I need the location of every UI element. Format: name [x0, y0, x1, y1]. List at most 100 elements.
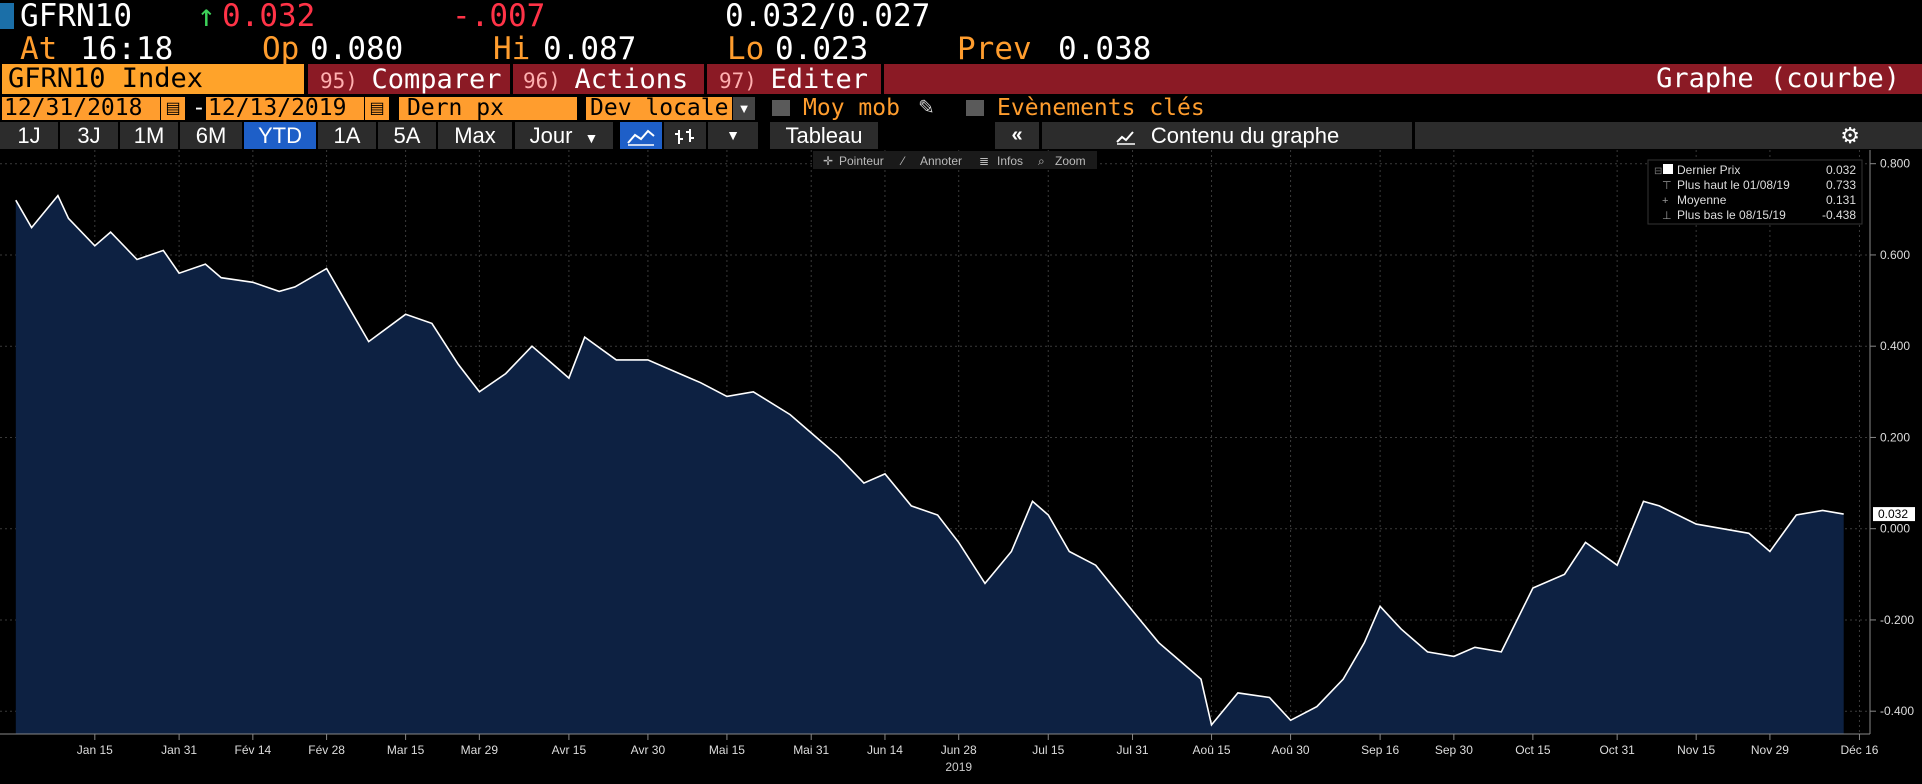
table-button[interactable]: Tableau: [770, 122, 878, 149]
legend-value: -0.438: [1822, 208, 1856, 222]
collapse-icon[interactable]: «: [995, 122, 1039, 149]
high-label: Hi: [493, 31, 531, 67]
average-marker-icon: +: [1662, 195, 1668, 207]
moving-average-checkbox[interactable]: [772, 100, 790, 116]
low-value: 0.023: [775, 31, 869, 67]
legend-value: 0.131: [1826, 193, 1856, 207]
range-max-button[interactable]: Max: [438, 122, 512, 149]
date-separator: -: [192, 95, 206, 121]
x-tick-label: Mai 15: [709, 743, 745, 757]
actions-num: 96): [523, 69, 561, 93]
annotate-tool-icon[interactable]: ⁄: [899, 154, 906, 168]
x-tick-label: Avr 30: [631, 743, 666, 757]
prev-label: Prev: [957, 31, 1032, 67]
period-select[interactable]: Jour ▼: [515, 122, 613, 149]
edit-label: Editer: [770, 64, 868, 95]
x-axis: Jan 15 Jan 31 Fév 14 Fév 28 Mar 15 Mar 29 Avr …: [0, 733, 1879, 757]
zoom-tool[interactable]: Zoom: [1055, 154, 1086, 168]
chart-content-button[interactable]: Contenu du graphe: [1042, 122, 1412, 149]
period-label: Jour: [529, 123, 573, 148]
x-tick-label: Avr 15: [552, 743, 587, 757]
legend-label: Plus haut le 01/08/19: [1677, 178, 1790, 192]
end-date-field[interactable]: 12/13/2019: [206, 97, 364, 120]
compare-num: 95): [320, 69, 358, 93]
chart-legend: ⊟ Dernier Prix 0.032 ⊤ Plus haut le 01/0…: [1647, 159, 1863, 225]
actions-label: Actions: [574, 64, 689, 95]
chevron-down-icon[interactable]: ▼: [708, 122, 758, 149]
range-1a-button[interactable]: 1A: [318, 122, 376, 149]
line-chart-icon[interactable]: [620, 122, 662, 149]
open-label: Op: [262, 31, 300, 67]
chart-content-label: Contenu du graphe: [1150, 123, 1340, 148]
range-1j-button[interactable]: 1J: [0, 122, 58, 149]
x-tick-label: Jun 28: [941, 743, 977, 757]
price-line: [15, 194, 1844, 727]
compare-button[interactable]: 95) Comparer: [308, 64, 510, 95]
ticker-symbol: GFRN10: [20, 0, 132, 34]
price-chart[interactable]: 0.800 0.600 0.400 0.200 0.000 -0.200 -0.400 Ja…: [0, 150, 1922, 784]
range-6m-button[interactable]: 6M: [180, 122, 242, 149]
last-price: 0.032: [222, 0, 316, 34]
x-tick-label: Nov 15: [1677, 743, 1715, 757]
year-label: 2019: [945, 760, 972, 774]
annotate-tool[interactable]: Annoter: [920, 154, 962, 168]
info-tool[interactable]: Infos: [997, 154, 1023, 168]
range-3j-button[interactable]: 3J: [60, 122, 118, 149]
low-label: Lo: [727, 31, 765, 67]
compare-label: Comparer: [371, 64, 502, 95]
time-value: 16:18: [80, 31, 174, 67]
pointer-tool-icon[interactable]: ✛: [823, 154, 833, 168]
legend-value: 0.733: [1826, 178, 1856, 192]
x-tick-label: Jan 31: [161, 743, 197, 757]
chart-tools: ✛ Pointeur ⁄ Annoter ≣ Infos ⌕ Zoom: [813, 151, 1097, 169]
chart-content-icon: [1116, 131, 1135, 145]
chevron-down-icon[interactable]: ▼: [733, 97, 755, 120]
y-tick-label: 0.800: [1880, 157, 1910, 171]
x-tick-label: Jul 31: [1117, 743, 1149, 757]
zoom-tool-icon[interactable]: ⌕: [1038, 154, 1045, 168]
y-tick-label: -0.400: [1880, 704, 1914, 718]
legend-label: Plus bas le 08/15/19: [1677, 208, 1786, 222]
x-tick-label: Fév 14: [235, 743, 272, 757]
actions-button[interactable]: 96) Actions ▼: [513, 64, 722, 95]
pencil-icon[interactable]: ✎: [918, 97, 935, 119]
x-tick-label: Aoû 30: [1272, 743, 1310, 757]
legend-label: Dernier Prix: [1677, 163, 1740, 177]
x-tick-label: Aoû 15: [1193, 743, 1231, 757]
legend-toggle-icon[interactable]: ⊟: [1654, 166, 1662, 177]
legend-swatch: [1663, 164, 1673, 174]
pointer-tool[interactable]: Pointeur: [839, 154, 884, 168]
range-1m-button[interactable]: 1M: [120, 122, 178, 149]
edit-num: 97): [719, 69, 757, 93]
x-tick-label: Oct 31: [1599, 743, 1635, 757]
x-tick-label: Mar 29: [461, 743, 499, 757]
calendar-icon[interactable]: ▤: [161, 97, 185, 120]
y-axis: 0.800 0.600 0.400 0.200 0.000 -0.200 -0.400: [1869, 150, 1914, 734]
price-area: [15, 195, 1844, 735]
gear-icon[interactable]: ⚙: [1840, 123, 1860, 148]
key-events-checkbox[interactable]: [966, 100, 984, 116]
open-value: 0.080: [310, 31, 404, 67]
x-tick-label: Sep 30: [1435, 743, 1473, 757]
high-value: 0.087: [543, 31, 637, 67]
y-tick-label: 0.600: [1880, 248, 1910, 262]
range-ytd-button[interactable]: YTD: [244, 122, 316, 149]
x-tick-label: Jan 15: [77, 743, 113, 757]
currency-select[interactable]: Dev locale: [586, 97, 732, 120]
last-value-tag: 0.032: [1873, 507, 1915, 522]
moving-average-label: Moy mob: [803, 95, 900, 121]
x-tick-label: Sep 16: [1361, 743, 1399, 757]
last-value-label: 0.032: [1878, 507, 1908, 521]
prev-value: 0.038: [1058, 31, 1152, 67]
start-date-field[interactable]: 12/31/2018: [2, 97, 160, 120]
chart-type-button[interactable]: Graphe (courbe): [884, 64, 1922, 94]
info-tool-icon[interactable]: ≣: [979, 154, 989, 168]
field-select[interactable]: Dern px: [399, 97, 577, 120]
range-5a-button[interactable]: 5A: [378, 122, 436, 149]
bar-chart-icon[interactable]: [664, 122, 706, 149]
calendar-icon[interactable]: ▤: [365, 97, 389, 120]
legend-label: Moyenne: [1677, 193, 1727, 207]
security-field[interactable]: GFRN10 Index: [2, 64, 304, 94]
edit-button[interactable]: 97) Editer ▼: [707, 64, 899, 95]
y-tick-label: 0.200: [1880, 430, 1910, 444]
